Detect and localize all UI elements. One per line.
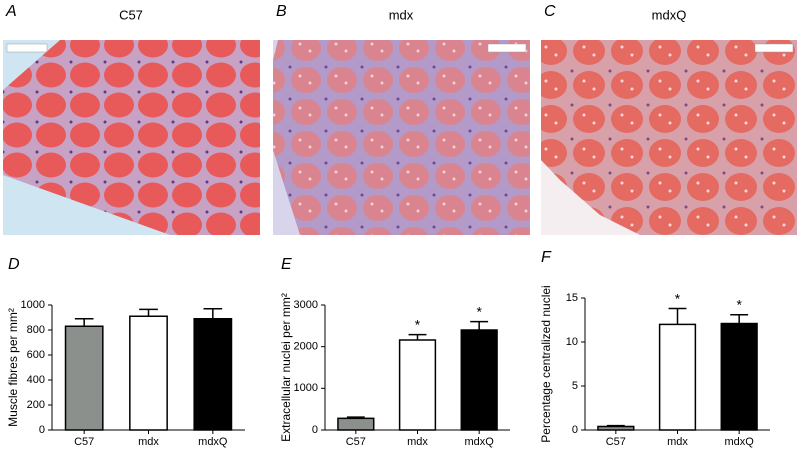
y-tick-label: 400	[27, 374, 45, 386]
x-tick-label: C57	[346, 436, 366, 448]
image-title: C57	[119, 7, 143, 22]
y-tick-label: 3000	[294, 299, 318, 311]
significance: *	[675, 290, 681, 306]
bar	[193, 318, 233, 431]
y-axis-label: Muscle fibres per mm²	[6, 308, 20, 427]
y-tick-label: 800	[27, 324, 45, 336]
y-tick-label: 600	[27, 349, 45, 361]
x-tick-label: C57	[74, 436, 94, 448]
y-tick-label: 1000	[21, 299, 45, 311]
bar	[720, 322, 758, 431]
image-title: mdxQ	[652, 7, 687, 22]
image-title: mdx	[389, 7, 414, 22]
x-tick-label: mdx	[407, 436, 428, 448]
histology-c	[541, 40, 797, 235]
bar	[597, 425, 635, 431]
panel-label: E	[281, 256, 292, 273]
bar	[398, 339, 437, 431]
panel-label: B	[276, 3, 287, 20]
x-tick-label: mdxQ	[724, 436, 754, 448]
significance: *	[736, 296, 742, 312]
x-tick-label: mdxQ	[198, 436, 228, 448]
bar	[129, 315, 168, 431]
panel-label: A	[5, 3, 17, 20]
x-tick-label: mdx	[138, 436, 159, 448]
y-tick-label: 0	[39, 424, 45, 436]
bar	[64, 325, 104, 431]
histology-b	[273, 40, 530, 235]
significance: *	[415, 316, 421, 332]
y-axis-label: Extracellular nuclei per mm²	[279, 293, 293, 442]
y-tick-label: 0	[572, 424, 578, 436]
panel-label: C	[544, 3, 556, 20]
panel-label: F	[541, 249, 552, 266]
y-axis-label: Percentage centralized nuclei	[539, 285, 553, 442]
significance: *	[476, 303, 482, 319]
y-tick-label: 1000	[294, 382, 318, 394]
y-tick-label: 10	[566, 336, 578, 348]
x-tick-label: mdx	[667, 436, 688, 448]
y-tick-label: 5	[572, 380, 578, 392]
y-tick-label: 200	[27, 399, 45, 411]
bar	[658, 323, 697, 431]
bar	[460, 329, 498, 431]
histology-a	[3, 40, 260, 235]
y-tick-label: 15	[566, 292, 578, 304]
bar	[337, 417, 375, 431]
y-tick-label: 0	[312, 424, 318, 436]
x-tick-label: mdxQ	[464, 436, 494, 448]
panel-label: D	[8, 256, 20, 273]
x-tick-label: C57	[606, 436, 626, 448]
y-tick-label: 2000	[294, 341, 318, 353]
